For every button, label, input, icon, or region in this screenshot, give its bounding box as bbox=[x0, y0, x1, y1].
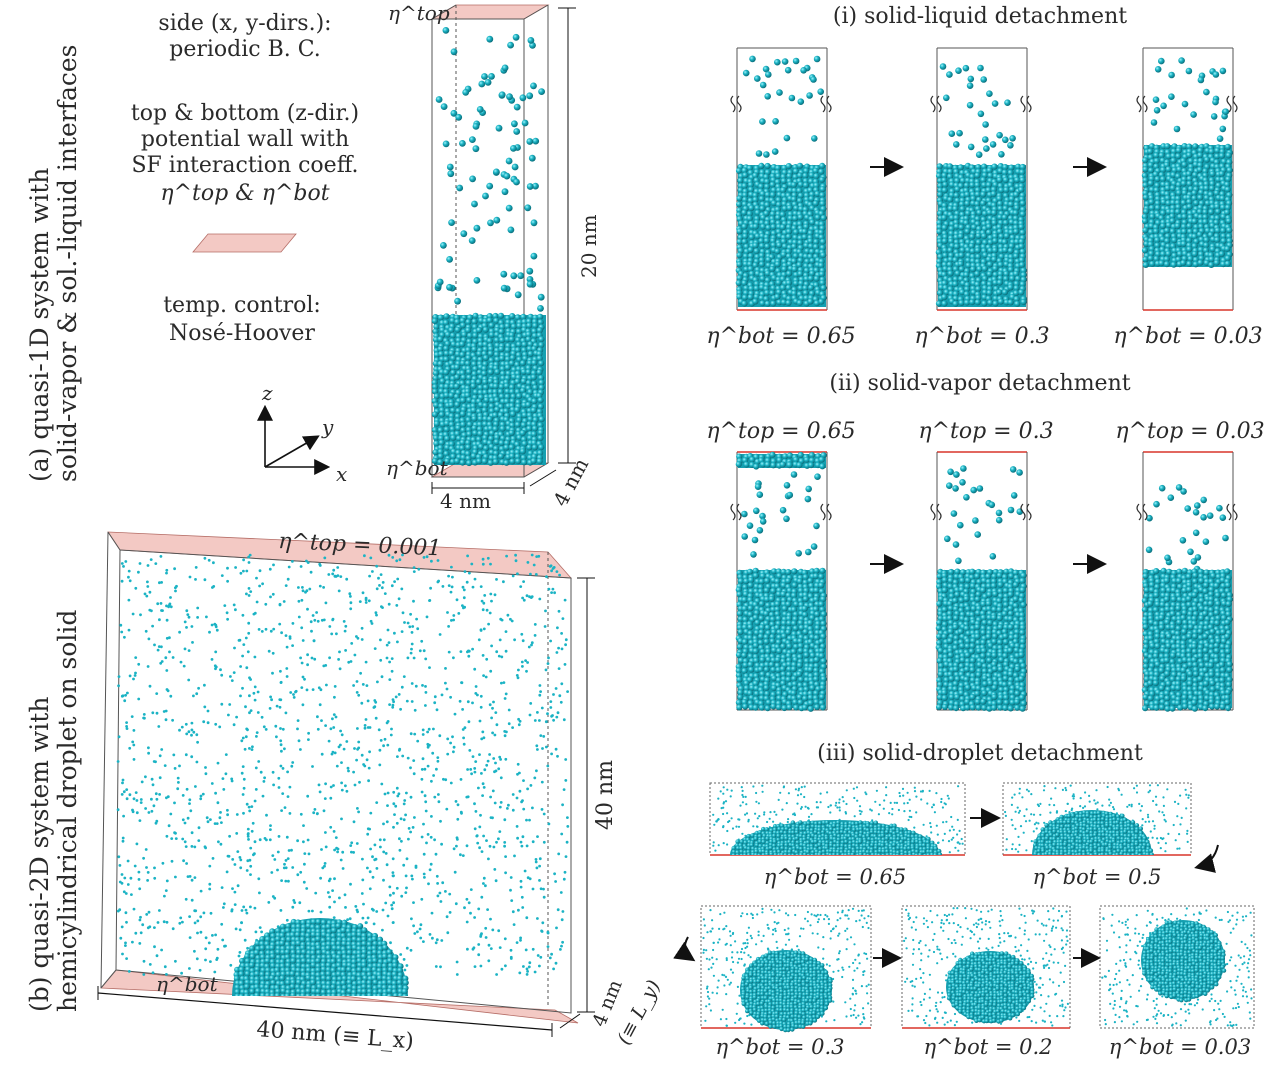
box-a-particles bbox=[431, 27, 546, 467]
panel-i-title: (i) solid-liquid detachment bbox=[833, 4, 1127, 29]
wall-desc-line1: top & bottom (z-dir.) bbox=[131, 101, 359, 126]
temp-control-line2: Nosé-Hoover bbox=[169, 321, 315, 346]
wall-desc-line3: SF interaction coeff. bbox=[131, 153, 358, 178]
panel-i-frame-1 bbox=[730, 47, 832, 311]
quasi-1d-box bbox=[430, 4, 550, 478]
panel-ii-label-3: η^top = 0.03 bbox=[1115, 419, 1264, 444]
panel-iii-label-1: η^bot = 0.65 bbox=[764, 865, 906, 889]
temp-control-line1: temp. control: bbox=[163, 293, 321, 318]
dim-4nm-depth-label: 4 nm bbox=[548, 454, 593, 510]
dimension-20nm: 20 nm bbox=[558, 7, 601, 464]
panel-ii-label-1: η^top = 0.65 bbox=[706, 419, 855, 444]
panel-a-title-line1: (a) quasi-1D system with bbox=[25, 168, 54, 482]
panel-iii-frame-5 bbox=[1099, 905, 1255, 1029]
axis-z-label: z bbox=[261, 381, 273, 405]
dim-40nm-width-label: 40 nm (≡ L_x) bbox=[256, 1017, 415, 1054]
panel-iii-title: (iii) solid-droplet detachment bbox=[817, 741, 1143, 766]
panel-i-label-2: η^bot = 0.3 bbox=[914, 324, 1049, 349]
eta-top-label: η^top bbox=[388, 1, 450, 25]
side-bc-line1: side (x, y-dirs.): bbox=[158, 11, 331, 36]
dim-40nm-height-label: 40 nm bbox=[593, 760, 618, 830]
panel-iii-label-2: η^bot = 0.5 bbox=[1032, 865, 1161, 889]
panel-a: (a) quasi-1D system with solid-vapor & s… bbox=[25, 1, 601, 513]
panel-b: (b) quasi-2D system with hemicylindrical… bbox=[25, 529, 665, 1054]
panel-ii-frame-3 bbox=[1136, 451, 1238, 712]
dim-20nm-label: 20 nm bbox=[577, 214, 601, 278]
panel-iii: (iii) solid-droplet detachment η^bot = 0… bbox=[673, 741, 1255, 1059]
panel-ii-label-2: η^top = 0.3 bbox=[918, 419, 1053, 444]
panel-iii-frame-4 bbox=[901, 905, 1071, 1029]
side-bc-line2: periodic B. C. bbox=[169, 37, 321, 62]
eta-bot-b-label: η^bot bbox=[156, 972, 219, 996]
panel-ii: (ii) solid-vapor detachment η^top = 0.65… bbox=[706, 371, 1265, 712]
panel-ii-title: (ii) solid-vapor detachment bbox=[829, 371, 1130, 396]
panel-i-frame-3 bbox=[1136, 47, 1238, 311]
wall-desc-line2: potential wall with bbox=[141, 127, 349, 152]
quasi-2d-box bbox=[100, 531, 579, 1024]
dimension-4nm-width: 4 nm bbox=[431, 482, 525, 513]
panel-iii-label-4: η^bot = 0.2 bbox=[923, 1035, 1052, 1059]
panel-b-title-line1: (b) quasi-2D system with bbox=[25, 697, 54, 1012]
panel-b-title-line2: hemicylindrical droplet on solid bbox=[53, 610, 82, 1012]
axis-y-label: y bbox=[321, 415, 334, 439]
wall-desc-line4: η^top & η^bot bbox=[160, 181, 329, 206]
eta-bot-label: η^bot bbox=[386, 456, 449, 480]
panel-iii-label-5: η^bot = 0.03 bbox=[1109, 1035, 1251, 1059]
panel-iii-frame-2 bbox=[1002, 782, 1192, 856]
panel-i: (i) solid-liquid detachment η^bot = 0.65… bbox=[706, 4, 1262, 349]
dimension-4nm-depth-b: 4 nm (≡ L_y) bbox=[559, 977, 665, 1048]
panel-i-frame-2 bbox=[930, 47, 1032, 311]
panel-i-label-3: η^bot = 0.03 bbox=[1113, 324, 1262, 349]
panel-ii-frame-2 bbox=[930, 451, 1032, 712]
box-b-particles bbox=[116, 553, 570, 996]
dimension-40nm-height: 40 nm bbox=[577, 577, 618, 1013]
panel-a-title-line2: solid-vapor & sol.-liquid interfaces bbox=[53, 45, 82, 483]
panel-iii-frame-3 bbox=[700, 905, 872, 1033]
axes-triad: z y x bbox=[257, 381, 347, 486]
panel-iii-frame-1 bbox=[709, 782, 966, 856]
panel-ii-frame-1 bbox=[730, 451, 832, 712]
axis-x-label: x bbox=[336, 462, 347, 486]
panel-i-label-1: η^bot = 0.65 bbox=[706, 324, 855, 349]
panel-iii-label-3: η^bot = 0.3 bbox=[715, 1035, 844, 1059]
dim-4nm-width-label: 4 nm bbox=[440, 489, 491, 513]
wall-icon bbox=[192, 233, 297, 253]
